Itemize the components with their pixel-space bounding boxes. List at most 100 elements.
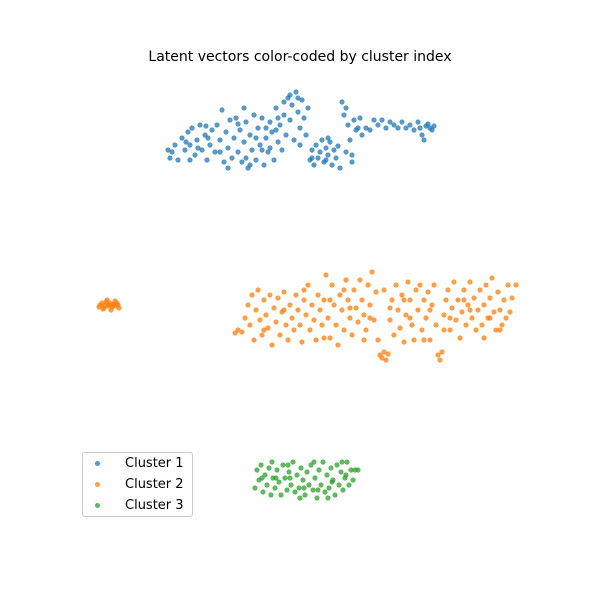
point-cluster-1-116 [275,115,281,121]
point-cluster-2-103 [403,312,409,318]
point-cluster-2-174 [401,297,407,303]
point-cluster-1-105 [417,125,423,131]
point-cluster-2-16 [102,302,108,308]
point-cluster-1-124 [225,165,231,171]
point-cluster-1-50 [279,147,285,153]
point-cluster-2-162 [407,315,413,321]
point-cluster-2-38 [273,319,279,325]
point-cluster-1-7 [187,142,193,148]
point-cluster-3-52 [259,475,265,481]
point-cluster-2-58 [313,337,319,343]
point-cluster-1-1 [167,155,173,161]
point-cluster-2-98 [393,282,399,288]
point-cluster-2-64 [325,315,331,321]
point-cluster-1-30 [239,159,245,165]
point-cluster-3-15 [282,475,288,481]
point-cluster-2-168 [281,307,287,313]
point-cluster-2-113 [423,315,429,321]
point-cluster-1-126 [235,121,241,127]
point-cluster-2-157 [513,282,519,288]
point-cluster-1-19 [217,137,223,143]
point-cluster-2-27 [251,337,257,343]
point-cluster-2-124 [445,287,451,293]
point-cluster-3-59 [269,459,275,465]
point-cluster-2-115 [427,337,433,343]
point-cluster-2-150 [497,307,503,313]
point-cluster-2-177 [461,297,467,303]
point-cluster-2-10 [100,306,106,312]
point-cluster-1-84 [347,137,353,143]
legend-label-cluster-3: Cluster 3 [125,498,184,513]
point-cluster-2-57 [311,317,317,323]
point-cluster-1-109 [425,121,431,127]
point-cluster-1-69 [317,149,323,155]
point-cluster-2-60 [317,307,323,313]
point-cluster-3-51 [355,467,361,473]
point-cluster-2-69 [335,342,341,348]
point-cluster-1-51 [281,112,287,118]
point-cluster-3-27 [306,482,312,488]
point-cluster-1-16 [209,127,215,133]
point-cluster-2-23 [242,315,248,321]
point-cluster-2-11 [104,297,110,303]
point-cluster-2-142 [481,302,487,308]
point-cluster-1-8 [189,125,195,131]
point-cluster-2-130 [457,335,463,341]
point-cluster-3-3 [258,462,264,468]
point-cluster-2-61 [319,322,325,328]
point-cluster-1-118 [243,155,249,161]
point-cluster-2-66 [329,282,335,288]
point-cluster-2-122 [441,312,447,318]
point-cluster-2-145 [487,295,493,301]
point-cluster-3-56 [315,487,321,493]
point-cluster-1-34 [247,132,253,138]
point-cluster-1-131 [241,105,247,111]
point-cluster-1-115 [281,99,287,105]
point-cluster-2-59 [315,292,321,298]
point-cluster-3-22 [296,485,302,491]
point-cluster-1-94 [375,122,381,128]
point-cluster-2-107 [411,337,417,343]
point-cluster-3-11 [274,467,280,473]
point-cluster-2-169 [301,287,307,293]
point-cluster-2-86 [369,269,375,275]
point-cluster-1-39 [257,142,263,148]
point-cluster-1-138 [325,135,331,141]
point-cluster-1-47 [273,105,279,111]
point-cluster-2-155 [507,309,513,315]
legend-item-cluster-2: Cluster 2 [83,477,192,493]
point-cluster-2-85 [367,302,373,308]
point-cluster-1-4 [179,135,185,141]
point-cluster-2-28 [253,307,259,313]
point-cluster-1-125 [253,135,259,141]
legend-marker-cluster-1 [95,461,100,466]
point-cluster-3-41 [334,462,340,468]
point-cluster-2-128 [453,317,459,323]
point-cluster-2-19 [114,300,120,306]
point-cluster-1-104 [415,119,421,125]
point-cluster-2-116 [429,302,435,308]
series-cluster-2 [96,269,519,363]
point-cluster-3-21 [294,472,300,478]
point-cluster-1-24 [227,117,233,123]
point-cluster-2-42 [281,289,287,295]
point-cluster-1-40 [259,115,265,121]
point-cluster-2-54 [305,282,311,288]
point-cluster-2-63 [323,272,329,278]
point-cluster-2-141 [479,322,485,328]
point-cluster-1-25 [229,155,235,161]
point-cluster-1-46 [271,157,277,163]
point-cluster-3-23 [298,465,304,471]
point-cluster-3-0 [252,485,258,491]
point-cluster-3-64 [311,459,317,465]
point-cluster-2-33 [263,312,269,318]
point-cluster-1-111 [429,127,435,133]
point-cluster-2-26 [249,292,255,298]
point-cluster-2-151 [499,322,505,328]
point-cluster-2-108 [413,287,419,293]
point-cluster-3-29 [310,487,316,493]
point-cluster-2-34 [265,325,271,331]
point-cluster-2-21 [235,327,241,333]
point-cluster-1-101 [403,125,409,131]
point-cluster-2-134 [465,302,471,308]
